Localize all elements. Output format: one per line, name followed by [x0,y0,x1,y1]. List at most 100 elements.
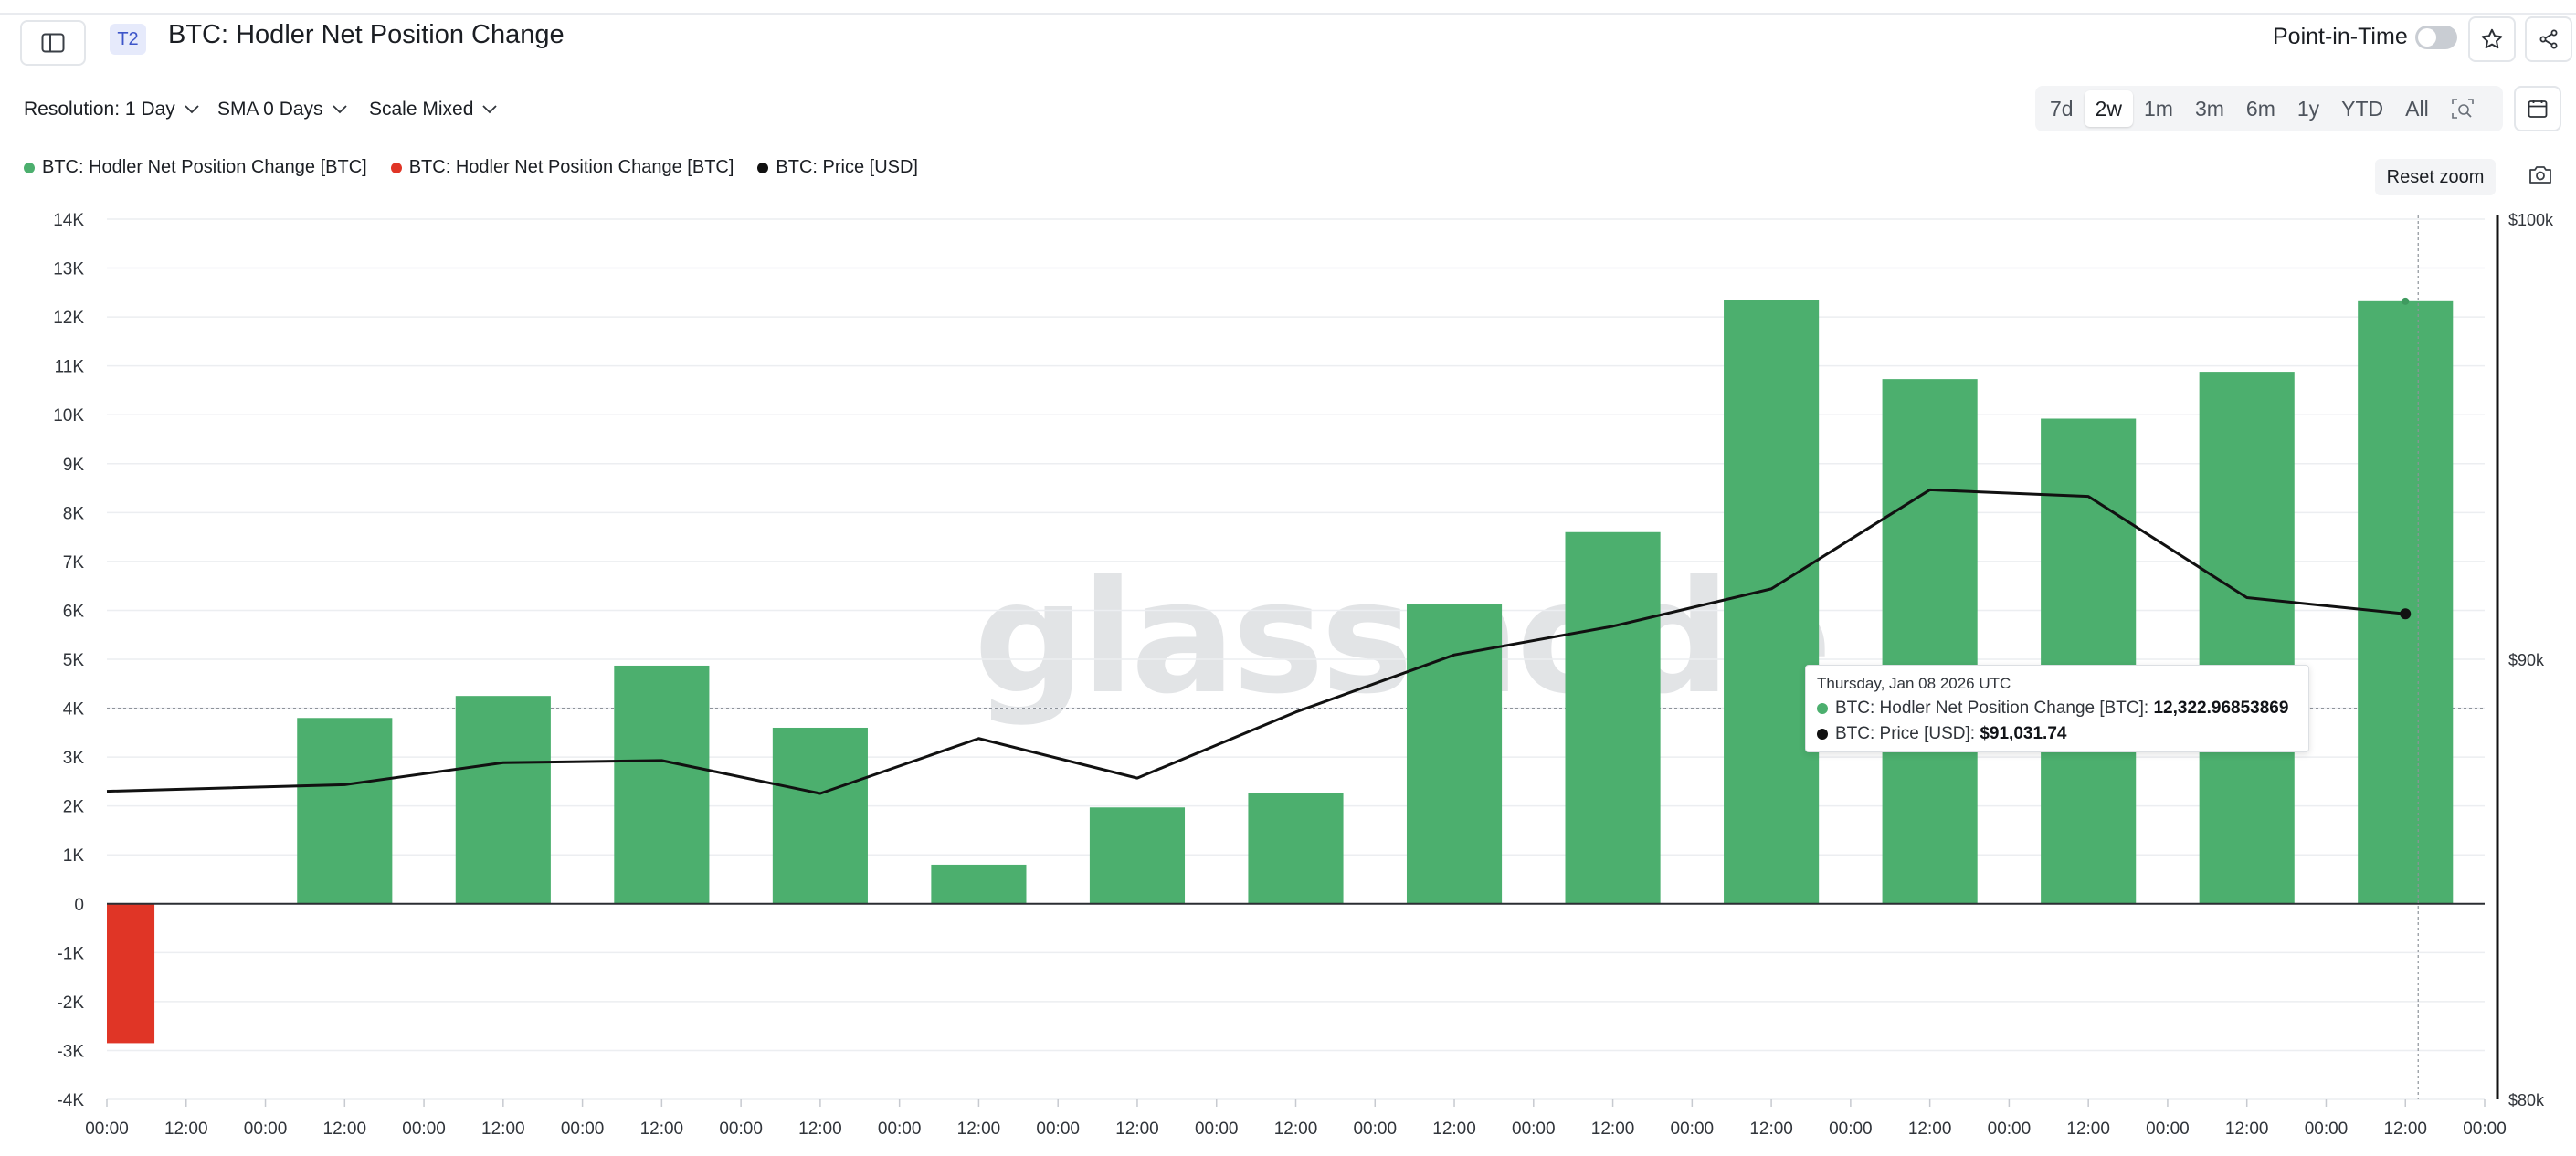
x-tick-label: 00:00 [402,1119,446,1139]
tooltip-row: BTC: Price [USD]: $91,031.74 [1817,724,2297,744]
y-tick-label: 5K [63,651,85,670]
bar-positive [455,696,551,904]
resolution-dropdown[interactable]: Resolution: 1 Day [24,99,199,121]
x-tick-label: 12:00 [1749,1119,1793,1139]
bar-positive [772,727,868,904]
x-tick-label: 00:00 [2305,1119,2349,1139]
x-tick-label: 00:00 [561,1119,605,1139]
price-line [106,488,2406,795]
x-tick-label: 12:00 [2066,1119,2110,1139]
range-7d-button[interactable]: 7d [2050,96,2074,121]
tooltip-value: $91,031.74 [1980,724,2067,743]
y-tick-label: -4K [57,1091,84,1110]
legend-item-price[interactable]: BTC: Price [USD] [757,157,918,178]
y-tick-label: 10K [53,406,84,426]
y-tick-label: -2K [57,993,84,1013]
share-button[interactable] [2525,16,2572,62]
scale-label: Scale Mixed [369,99,474,120]
bar-positive [1724,300,1820,904]
sidebar-icon [41,33,65,53]
x-tick-label: 00:00 [85,1119,129,1139]
toggle-knob [2418,28,2436,47]
y-tick-label: 12K [53,309,84,328]
x-tick-label: 00:00 [1829,1119,1873,1139]
date-picker-button[interactable] [2514,86,2561,131]
x-tick-label: 12:00 [1115,1119,1159,1139]
x-tick-label: 12:00 [323,1119,367,1139]
zoom-select-button[interactable] [2440,90,2486,127]
point-in-time-label: Point-in-Time [2273,24,2408,49]
range-1m-button[interactable]: 1m [2144,96,2173,121]
x-tick-label: 12:00 [1908,1119,1952,1139]
sidebar-toggle-button[interactable] [20,20,86,66]
legend-item-net-position-positive[interactable]: BTC: Hodler Net Position Change [BTC] [24,157,367,178]
legend-dot [24,162,35,173]
y-tick-label: 4K [63,700,85,720]
legend-item-net-position-negative[interactable]: BTC: Hodler Net Position Change [BTC] [390,157,734,178]
bar-positive [1089,807,1186,904]
range-6m-button[interactable]: 6m [2245,96,2275,121]
bar-negative [107,903,155,1044]
watermark: glassnode [974,548,1832,729]
tier-badge: T2 [110,24,146,55]
y-tick-label: 8K [63,504,85,523]
x-tick-label: 12:00 [2225,1119,2269,1139]
y-tick-label: -1K [57,944,84,963]
bar-positive [1882,379,1978,904]
x-tick-label: 00:00 [878,1119,922,1139]
x-tick-label: 12:00 [1432,1119,1476,1139]
range-3m-button[interactable]: 3m [2194,96,2224,121]
x-tick-label: 12:00 [1274,1119,1318,1139]
tooltip-dot [1817,729,1828,740]
chevron-down-icon [482,105,498,114]
sma-dropdown[interactable]: SMA 0 Days [217,99,347,121]
camera-icon[interactable] [2528,164,2552,184]
range-all-button[interactable]: All [2405,96,2429,121]
resolution-label: Resolution: 1 Day [24,99,175,120]
page-title: BTC: Hodler Net Position Change [168,20,565,49]
tooltip-date: Thursday, Jan 08 2026 UTC [1817,675,2011,692]
range-2w-button[interactable]: 2w [2084,90,2133,127]
x-tick-label: 00:00 [2463,1119,2507,1139]
chart-tooltip: Thursday, Jan 08 2026 UTC BTC: Hodler Ne… [1805,665,2309,752]
range-1y-button[interactable]: 1y [2296,96,2320,121]
tooltip-value: 12,322.96853869 [2153,699,2289,718]
bar-positive [2199,372,2295,904]
x-tick-label: 00:00 [1036,1119,1080,1139]
y-tick-label: 7K [63,553,85,573]
star-icon [2481,28,2503,49]
sma-label: SMA 0 Days [217,99,323,120]
x-tick-label: 12:00 [2383,1119,2427,1139]
x-tick-label: 12:00 [164,1119,208,1139]
y2-tick-label: $100k [2508,211,2554,229]
share-icon [2539,29,2558,49]
y-tick-label: 3K [63,749,85,768]
point-in-time-toggle[interactable] [2415,26,2457,49]
bar-positive [1248,793,1344,904]
legend-label: BTC: Hodler Net Position Change [BTC] [42,157,367,177]
x-tick-label: 00:00 [719,1119,763,1139]
favorite-button[interactable] [2468,16,2516,62]
legend-label: BTC: Price [USD] [776,157,918,177]
bar-positive [931,864,1027,904]
range-ytd-button[interactable]: YTD [2341,96,2384,121]
reset-zoom-button[interactable]: Reset zoom [2375,159,2496,195]
x-tick-label: 00:00 [2146,1119,2190,1139]
bar-point-highlight [2402,297,2410,305]
chevron-down-icon [185,105,199,114]
y-tick-label: -3K [57,1042,84,1061]
legend-dot [757,162,769,173]
x-tick-label: 00:00 [1195,1119,1239,1139]
x-tick-label: 00:00 [1353,1119,1397,1139]
x-tick-label: 12:00 [1591,1119,1635,1139]
tooltip-dot [1817,703,1828,714]
header-divider [0,13,2576,15]
scale-dropdown[interactable]: Scale Mixed [369,99,498,121]
chart-legend: BTC: Hodler Net Position Change [BTC] BT… [24,157,918,178]
x-tick-label: 00:00 [1512,1119,1556,1139]
y-tick-label: 0 [74,896,84,915]
y-tick-label: 11K [55,358,85,377]
y2-tick-label: $80k [2508,1091,2545,1109]
y-tick-label: 6K [63,602,85,621]
